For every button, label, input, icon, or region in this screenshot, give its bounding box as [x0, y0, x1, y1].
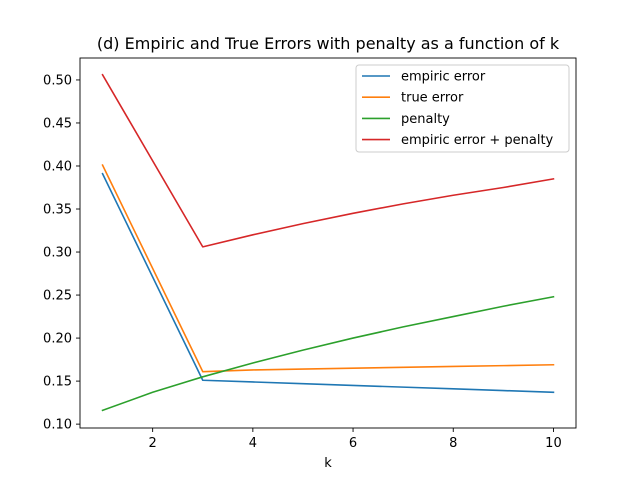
legend-label-2: true error — [401, 91, 464, 106]
legend-label-1: empiric error — [401, 70, 486, 85]
series-line-3 — [101, 295, 555, 412]
y-tick-label: 0.25 — [43, 289, 72, 304]
chart-title: (d) Empiric and True Errors with penalty… — [97, 34, 560, 53]
y-tick-label: 0.10 — [43, 418, 72, 433]
axes-frame — [79, 57, 577, 429]
y-tick-label: 0.50 — [43, 73, 72, 88]
legend-box — [355, 64, 570, 153]
y-tick-label: 0.35 — [43, 203, 72, 218]
y-tick-label: 0.40 — [43, 159, 72, 174]
y-tick-label: 0.15 — [43, 375, 72, 390]
legend: empiric error true error penalty empiric er… — [355, 64, 570, 153]
x-tick-label: 8 — [449, 436, 457, 451]
x-tick-label: 4 — [249, 436, 257, 451]
series-layer — [101, 73, 555, 412]
axes-layer: 2 4 6 8 10 0.10 0.15 0.20 0.25 0.30 0.35 0.40 0.45 0.… — [43, 57, 577, 451]
y-tick-label: 0.30 — [43, 246, 72, 261]
x-tick-label: 6 — [349, 436, 357, 451]
y-tick-label: 0.45 — [43, 116, 72, 131]
x-tick-label: 10 — [545, 436, 562, 451]
series-line-2 — [101, 164, 555, 373]
legend-label-3: penalty — [401, 112, 450, 127]
series-line-1 — [101, 172, 555, 394]
x-tick-label: 2 — [149, 436, 157, 451]
legend-label-4: empiric error + penalty — [401, 133, 554, 148]
x-axis-label: k — [324, 456, 332, 471]
series-line-4 — [101, 73, 555, 248]
y-tick-label: 0.20 — [43, 332, 72, 347]
